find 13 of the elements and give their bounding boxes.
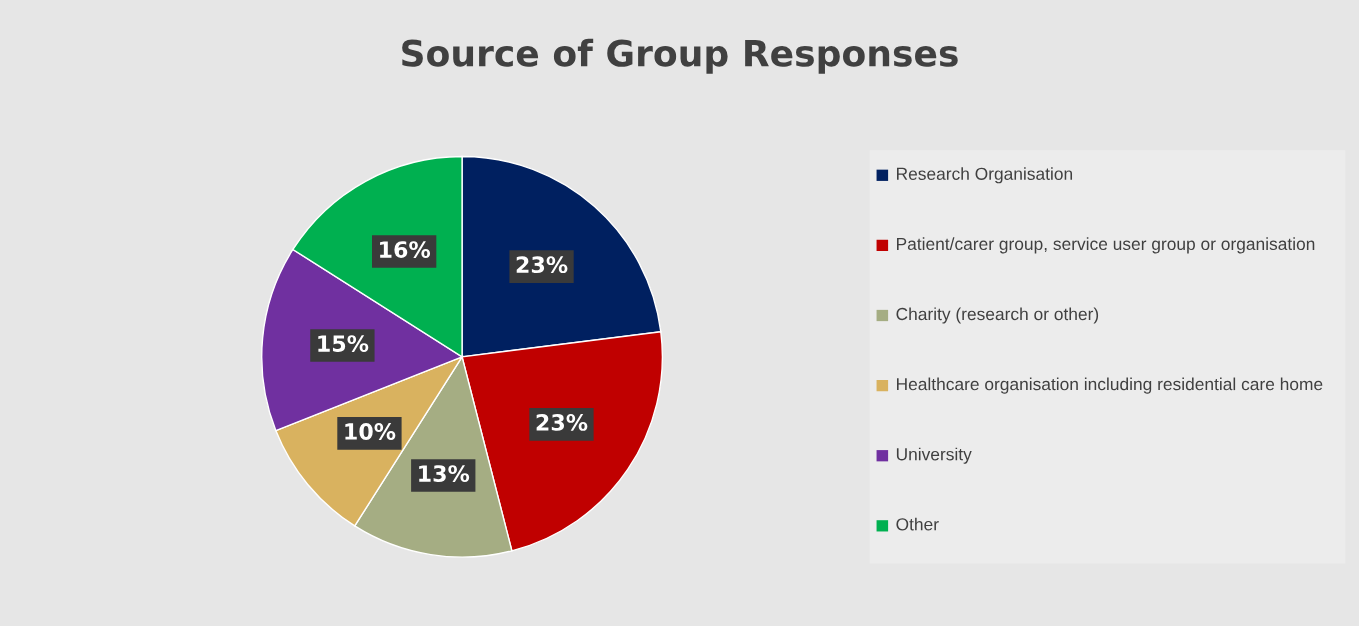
chart-title: Source of Group Responses [402,38,958,74]
data-label: 13% [419,465,470,482]
legend-label: Charity (research or other) [896,307,1099,324]
data-label: 15% [318,335,369,352]
data-label: 16% [380,241,431,258]
legend-label: Other [896,517,939,531]
data-label: 23% [516,256,568,274]
legend-label: Patient/carer group, service user group or organisation [897,237,1315,254]
legend-label: Healthcare organisation including residential care home [897,377,1323,394]
legend-label: University [896,447,972,464]
legend-label: Research Organisation [897,167,1073,184]
data-label: 23% [536,414,588,431]
data-label: 10% [345,423,396,440]
